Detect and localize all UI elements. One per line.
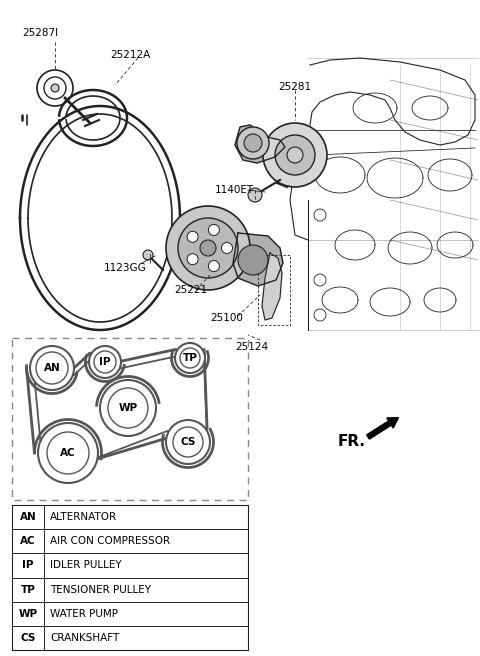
- Text: AN: AN: [20, 512, 36, 522]
- Circle shape: [94, 351, 116, 373]
- Text: AC: AC: [60, 448, 76, 458]
- Circle shape: [237, 127, 269, 159]
- Text: AIR CON COMPRESSOR: AIR CON COMPRESSOR: [50, 536, 170, 546]
- Circle shape: [208, 224, 219, 236]
- Polygon shape: [262, 253, 282, 320]
- Circle shape: [100, 380, 156, 436]
- Circle shape: [47, 432, 89, 474]
- Text: WP: WP: [18, 609, 37, 619]
- Text: TP: TP: [21, 584, 36, 594]
- Text: IP: IP: [99, 357, 111, 367]
- Circle shape: [178, 218, 238, 278]
- Text: 1123GG: 1123GG: [104, 263, 147, 273]
- Circle shape: [187, 254, 198, 264]
- Text: 25281: 25281: [278, 82, 311, 92]
- Text: CS: CS: [20, 633, 36, 643]
- Text: AC: AC: [20, 536, 36, 546]
- Circle shape: [187, 232, 198, 242]
- Text: IDLER PULLEY: IDLER PULLEY: [50, 560, 121, 571]
- Circle shape: [173, 427, 203, 457]
- Circle shape: [108, 388, 148, 428]
- Text: WP: WP: [119, 403, 138, 413]
- Text: ALTERNATOR: ALTERNATOR: [50, 512, 117, 522]
- Text: FR.: FR.: [338, 434, 366, 449]
- Circle shape: [143, 250, 153, 260]
- Circle shape: [36, 352, 68, 384]
- FancyArrow shape: [367, 418, 398, 439]
- Text: AN: AN: [44, 363, 60, 373]
- Circle shape: [166, 420, 210, 464]
- Circle shape: [208, 260, 219, 272]
- Circle shape: [51, 84, 59, 92]
- Circle shape: [30, 346, 74, 390]
- Circle shape: [314, 274, 326, 286]
- Circle shape: [166, 206, 250, 290]
- Text: CRANKSHAFT: CRANKSHAFT: [50, 633, 119, 643]
- Text: 25124: 25124: [235, 342, 268, 352]
- Circle shape: [221, 243, 232, 253]
- Polygon shape: [233, 233, 283, 286]
- Text: TP: TP: [182, 353, 197, 363]
- Text: IP: IP: [22, 560, 34, 571]
- Circle shape: [263, 123, 327, 187]
- Text: TENSIONER PULLEY: TENSIONER PULLEY: [50, 584, 151, 594]
- Polygon shape: [235, 125, 285, 163]
- Circle shape: [314, 309, 326, 321]
- Text: 1140ET: 1140ET: [215, 185, 254, 195]
- Text: 25212A: 25212A: [110, 50, 150, 60]
- Text: 25287I: 25287I: [22, 28, 58, 38]
- Text: CS: CS: [180, 437, 196, 447]
- Circle shape: [275, 135, 315, 175]
- Text: 25221: 25221: [174, 285, 207, 295]
- Circle shape: [180, 348, 200, 368]
- Circle shape: [175, 343, 205, 373]
- Circle shape: [89, 346, 121, 378]
- Text: WATER PUMP: WATER PUMP: [50, 609, 118, 619]
- Circle shape: [314, 209, 326, 221]
- Circle shape: [200, 240, 216, 256]
- Circle shape: [248, 188, 262, 202]
- Circle shape: [238, 245, 268, 275]
- Text: 25100: 25100: [210, 313, 243, 323]
- Circle shape: [287, 147, 303, 163]
- Circle shape: [244, 134, 262, 152]
- Circle shape: [38, 423, 98, 483]
